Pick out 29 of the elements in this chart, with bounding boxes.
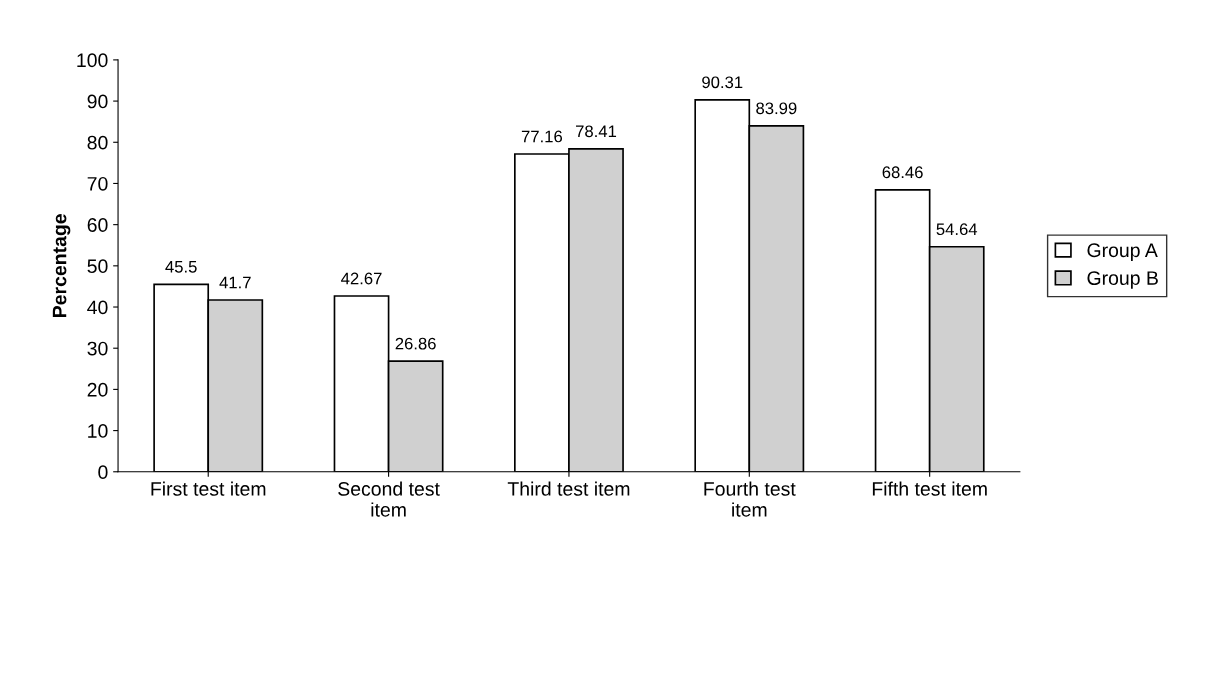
data-label: 77.16 xyxy=(521,130,563,143)
y-tick-label: 40 xyxy=(87,300,108,315)
y-tick-label: 60 xyxy=(87,218,108,232)
y-tick-label: 70 xyxy=(87,176,108,191)
legend-label: Group B xyxy=(1087,271,1158,289)
y-axis-title: Percentage xyxy=(52,214,71,317)
data-label: 42.67 xyxy=(341,272,382,285)
y-tick-label: 100 xyxy=(77,53,108,68)
data-label: 26.86 xyxy=(395,337,436,350)
y-tick-label: 50 xyxy=(87,259,108,274)
data-label: 41.7 xyxy=(219,276,251,289)
data-label: 90.31 xyxy=(702,76,743,89)
data-label: 54.64 xyxy=(936,223,978,236)
x-tick-label: Second test item xyxy=(338,481,440,517)
y-tick-label: 30 xyxy=(87,341,108,356)
y-tick-label: 90 xyxy=(87,94,108,109)
y-tick-label: 0 xyxy=(98,465,108,480)
y-tick-label: 20 xyxy=(87,382,108,397)
x-tick-label: Third test item xyxy=(507,481,630,496)
y-tick-label: 10 xyxy=(88,424,108,438)
x-tick-label: Fourth test item xyxy=(704,481,796,517)
data-label: 83.99 xyxy=(756,102,797,115)
x-tick-label: Fifth test item xyxy=(872,481,987,496)
y-tick-label: 80 xyxy=(87,135,108,150)
legend-label: Group A xyxy=(1087,243,1158,261)
data-label: 45.5 xyxy=(165,261,197,273)
x-tick-label: First test item xyxy=(151,481,266,496)
data-label: 68.46 xyxy=(882,166,923,179)
data-label: 78.41 xyxy=(576,125,617,138)
